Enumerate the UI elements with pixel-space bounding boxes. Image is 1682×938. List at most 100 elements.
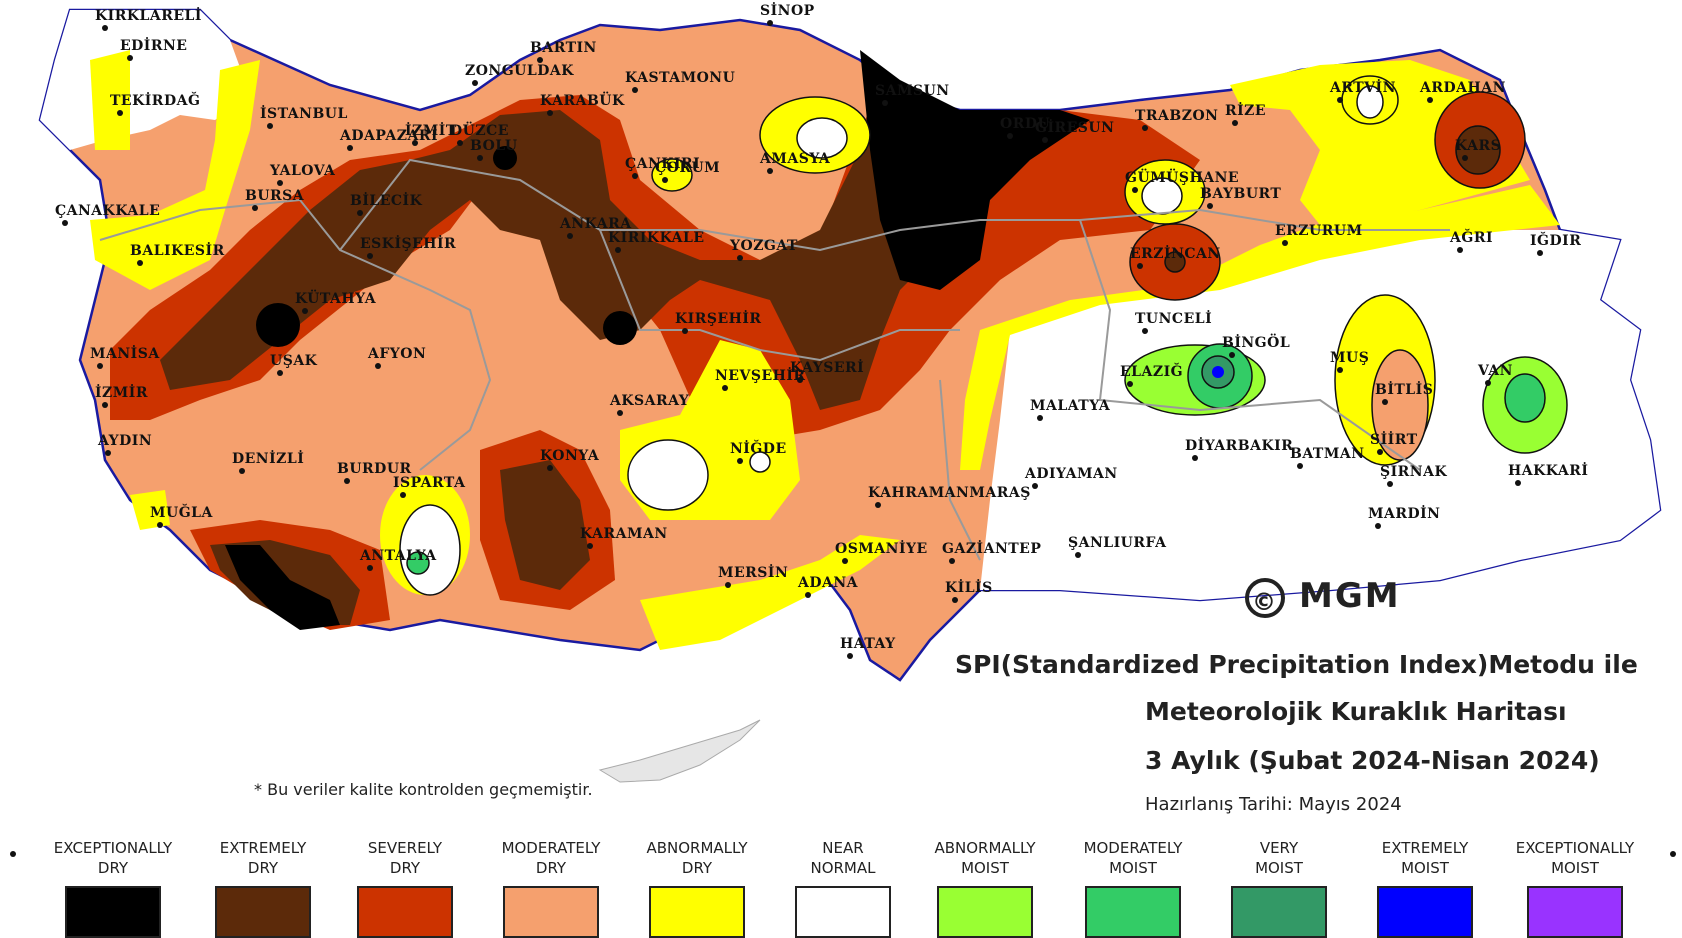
city-dot bbox=[875, 502, 881, 508]
city-dot bbox=[62, 220, 68, 226]
legend-swatch bbox=[937, 886, 1033, 938]
city-label: KİLİS bbox=[945, 577, 993, 596]
city-label: ESKİŞEHİR bbox=[360, 233, 456, 252]
legend-swatch bbox=[1231, 886, 1327, 938]
region-near-normal-amasya bbox=[796, 117, 848, 159]
legend-swatch bbox=[357, 886, 453, 938]
legend-label-line2: DRY bbox=[97, 859, 129, 877]
city-marker: BİTLİS bbox=[1375, 379, 1433, 405]
city-label: BOLU bbox=[470, 138, 518, 154]
legend-label-line1: EXTREMELY bbox=[1381, 839, 1469, 857]
city-marker: ISPARTA bbox=[393, 475, 466, 498]
city-marker: BİLECİK bbox=[350, 190, 422, 216]
city-label: TRABZON bbox=[1135, 108, 1218, 124]
legend-label: EXTREMELY MOIST bbox=[1350, 838, 1500, 880]
cyprus-shape bbox=[598, 719, 761, 783]
city-marker: SAMSUN bbox=[875, 83, 949, 106]
legend-label: ABNORMALLY MOIST bbox=[910, 838, 1060, 880]
city-label: MALATYA bbox=[1030, 398, 1111, 414]
city-label: ORDU bbox=[1000, 116, 1050, 132]
city-marker: OSMANİYE bbox=[835, 538, 927, 564]
city-dot bbox=[400, 492, 406, 498]
mgm-copyright: © MGM bbox=[1245, 576, 1401, 618]
city-label: ANTALYA bbox=[359, 548, 437, 564]
city-layer: KIRKLARELİ EDİRNE TEKİRDAĞ İSTANBUL ÇANAKKAL… bbox=[55, 0, 1588, 659]
city-dot bbox=[617, 410, 623, 416]
city-dot bbox=[1337, 367, 1343, 373]
city-marker: KAHRAMANMARAŞ bbox=[868, 485, 1030, 508]
city-dot bbox=[267, 123, 273, 129]
city-dot bbox=[767, 168, 773, 174]
city-label: MANİSA bbox=[90, 343, 160, 362]
legend-swatch bbox=[215, 886, 311, 938]
city-dot bbox=[1462, 155, 1468, 161]
city-label: ÇANKIRI bbox=[625, 156, 700, 172]
legend-swatch bbox=[795, 886, 891, 938]
city-dot bbox=[277, 370, 283, 376]
city-marker: KARAMAN bbox=[580, 526, 668, 549]
city-marker: KONYA bbox=[540, 448, 599, 471]
city-label: KARAMAN bbox=[580, 526, 668, 542]
city-marker: ÇANAKKALE bbox=[55, 203, 160, 226]
city-marker: KASTAMONU bbox=[625, 70, 735, 93]
city-dot bbox=[239, 468, 245, 474]
legend-label: EXTREMELY DRY bbox=[188, 838, 338, 880]
city-dot bbox=[1142, 125, 1148, 131]
legend-label-line1: MODERATELY bbox=[1083, 839, 1183, 857]
city-marker: İZMİR bbox=[95, 382, 148, 408]
city-dot bbox=[347, 145, 353, 151]
city-dot bbox=[847, 653, 853, 659]
legend-label-line1: EXTREMELY bbox=[219, 839, 307, 857]
city-label: İZMİR bbox=[95, 382, 148, 401]
city-label: MUĞLA bbox=[150, 503, 214, 521]
city-marker: ADAPAZARI bbox=[339, 128, 438, 151]
city-dot bbox=[457, 140, 463, 146]
city-marker: EDİRNE bbox=[120, 35, 187, 61]
legend-label-line1: ABNORMALLY bbox=[646, 839, 748, 857]
region-near-normal-nigde bbox=[627, 439, 709, 511]
city-marker: ERZİNCAN bbox=[1130, 243, 1220, 269]
city-label: TEKİRDAĞ bbox=[110, 90, 200, 109]
legend-label-line1: EXCEPTIONALLY bbox=[1515, 839, 1635, 857]
city-label: BURSA bbox=[245, 188, 305, 204]
region-boundaries bbox=[99, 158, 1450, 561]
city-marker: AYDIN bbox=[97, 433, 152, 456]
city-dot bbox=[615, 247, 621, 253]
legend-label: MODERATELY MOIST bbox=[1058, 838, 1208, 880]
city-label: BARTIN bbox=[530, 40, 597, 56]
city-label: KASTAMONU bbox=[625, 70, 735, 86]
legend-label: VERY MOIST bbox=[1204, 838, 1354, 880]
city-label: BAYBURT bbox=[1200, 186, 1281, 202]
city-marker: SİNOP bbox=[760, 0, 814, 26]
legend-label-line2: DRY bbox=[389, 859, 421, 877]
city-marker: KIRIKKALE bbox=[608, 230, 704, 253]
city-label: HAKKARİ bbox=[1508, 460, 1588, 479]
city-marker: AĞRI bbox=[1449, 228, 1493, 253]
city-label: KAYSERİ bbox=[790, 357, 864, 376]
map-title-line1: SPI(Standardized Precipitation Index)Met… bbox=[955, 650, 1638, 679]
legend-swatch bbox=[649, 886, 745, 938]
city-label: ŞANLIURFA bbox=[1068, 535, 1167, 551]
city-label: ANKARA bbox=[559, 216, 632, 232]
legend-item: EXCEPTIONALLY MOIST bbox=[1500, 838, 1650, 938]
city-marker: IĞDIR bbox=[1530, 231, 1581, 256]
city-label: GAZİANTEP bbox=[942, 538, 1041, 557]
region-abnormally-dry-thrace bbox=[90, 50, 130, 150]
city-label: HATAY bbox=[840, 636, 896, 652]
city-marker: BARTIN bbox=[530, 40, 597, 63]
legend-label-line2: DRY bbox=[681, 859, 713, 877]
city-label: NEVŞEHİR bbox=[715, 365, 806, 384]
city-marker: AMASYA bbox=[759, 151, 831, 174]
city-dot bbox=[127, 55, 133, 61]
city-dot bbox=[375, 363, 381, 369]
city-dot bbox=[952, 597, 958, 603]
city-label: MARDİN bbox=[1368, 503, 1440, 522]
city-label: AMASYA bbox=[759, 151, 831, 167]
city-label: ÇORUM bbox=[655, 160, 720, 176]
city-marker: İZMİT bbox=[405, 120, 456, 146]
city-dot bbox=[682, 328, 688, 334]
region-abnormally-dry-cankiri bbox=[651, 158, 693, 192]
region-moderately-dry-bitlis bbox=[1371, 349, 1429, 461]
city-marker: NİĞDE bbox=[730, 438, 786, 464]
